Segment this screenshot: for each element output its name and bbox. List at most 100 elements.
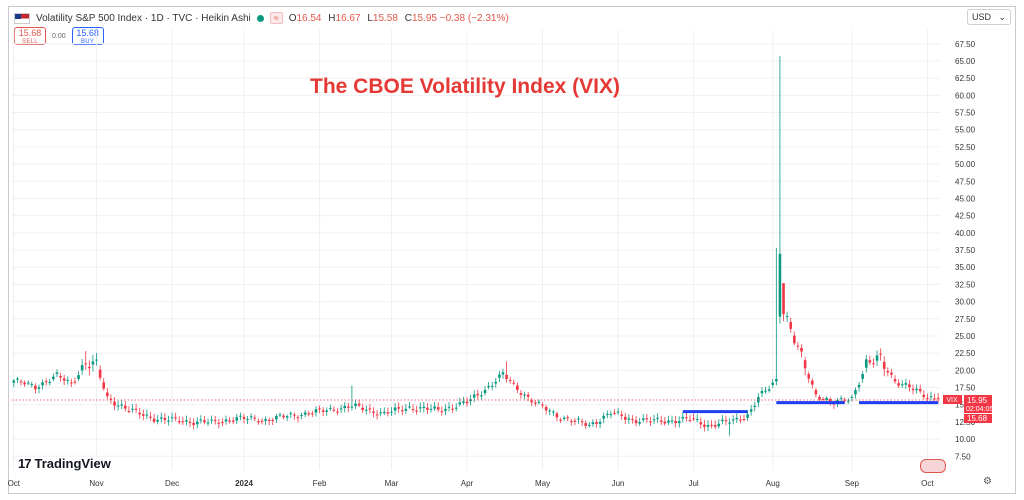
candle-body <box>264 418 267 421</box>
x-tick-label: May <box>535 479 550 488</box>
y-tick-label: 52.50 <box>955 143 976 152</box>
candle-body <box>16 378 19 380</box>
candle-body <box>534 402 537 404</box>
candle-body <box>167 420 170 422</box>
x-tick-label: Sep <box>845 479 860 488</box>
candle-body <box>66 379 70 381</box>
candle-body <box>839 397 843 399</box>
y-tick-label: 62.50 <box>955 74 976 83</box>
candle-body <box>138 412 141 415</box>
candle-body <box>361 407 364 411</box>
candle-body <box>228 420 231 422</box>
price-tags: VIX 15.95 02:04:05 15.68 <box>943 395 993 423</box>
candle-body <box>382 411 386 414</box>
x-tick-label: Aug <box>766 479 780 488</box>
candle-body <box>213 419 217 421</box>
candle-body <box>170 417 174 419</box>
currency-select[interactable]: USD ⌄ <box>967 9 1011 25</box>
candle-body <box>904 383 908 385</box>
candle-body <box>814 390 818 395</box>
candle-body <box>84 363 88 365</box>
x-tick-label: Dec <box>165 479 179 488</box>
candle-body <box>552 411 555 413</box>
candle-body <box>19 381 23 383</box>
ohlc-values: O16.54 H16.67 L15.58 C15.95 −0.38 (−2.31… <box>289 13 513 24</box>
candle-body <box>735 417 739 420</box>
y-tick-label: 50.00 <box>955 160 976 169</box>
candle-body <box>886 370 890 373</box>
candle-body <box>854 389 857 395</box>
tradingview-logo[interactable]: 17 TradingView <box>18 456 111 471</box>
candle-body <box>62 378 66 381</box>
x-tick-label: Apr <box>461 479 474 488</box>
candle-body <box>523 394 526 396</box>
candle-body <box>293 414 296 416</box>
symbol-tag <box>943 395 962 404</box>
candle-body <box>364 409 368 411</box>
candle-body <box>778 253 782 317</box>
y-tick-label: 27.50 <box>955 315 976 324</box>
y-tick-label: 60.00 <box>955 91 976 100</box>
candle-body <box>217 422 221 424</box>
candle-body <box>803 360 807 369</box>
candle-body <box>379 412 382 414</box>
candle-body <box>731 419 735 421</box>
ohlc-high-value: 16.67 <box>335 12 361 24</box>
eye-icon[interactable]: ≈ <box>269 12 283 24</box>
candle-body <box>796 345 800 347</box>
timezone-flag-icon[interactable] <box>920 459 946 473</box>
candle-body <box>519 392 523 395</box>
candle-body <box>278 414 282 416</box>
candle-body <box>347 406 350 408</box>
candle-body <box>339 408 343 410</box>
candle-body <box>429 408 433 410</box>
candle-body <box>717 423 721 427</box>
candle-body <box>775 379 778 382</box>
candle-body <box>516 385 519 390</box>
candle-body <box>134 408 138 410</box>
y-tick-label: 22.50 <box>955 349 976 358</box>
candle-body <box>861 374 864 379</box>
candle-body <box>501 372 505 375</box>
last-price-value: 15.95 <box>967 396 988 405</box>
candle-body <box>325 410 329 413</box>
candle-body <box>936 397 940 399</box>
tradingview-mark-icon: 17 <box>18 456 32 471</box>
x-tick-label: Oct <box>8 479 21 488</box>
x-tick-label: 2024 <box>235 479 253 488</box>
candle-body <box>713 425 717 427</box>
ohlc-close-key: C <box>404 12 412 24</box>
buy-price: 15.68 <box>76 28 99 38</box>
candle-body <box>199 419 203 421</box>
candle-body <box>591 422 595 424</box>
candle-body <box>562 417 566 419</box>
candle-body <box>436 407 440 410</box>
y-tick-label: 35.00 <box>955 263 976 272</box>
candle-body <box>555 413 559 418</box>
buy-button[interactable]: 15.68 BUY <box>71 27 104 45</box>
us-flag-icon <box>14 12 30 24</box>
candle-body <box>282 415 285 418</box>
candle-body <box>48 382 52 384</box>
candle-body <box>235 417 239 421</box>
candle-body <box>30 384 34 386</box>
sell-button[interactable]: 15.68 SELL <box>14 27 46 45</box>
candle-body <box>882 361 886 369</box>
gear-icon[interactable]: ⚙ <box>983 476 992 487</box>
y-tick-label: 7.50 <box>955 452 971 461</box>
candle-body <box>577 418 580 420</box>
y-tick-label: 30.00 <box>955 298 976 307</box>
candle-body <box>98 369 102 378</box>
symbol-title[interactable]: Volatility S&P 500 Index · 1D · TVC · He… <box>36 12 251 24</box>
candle-body <box>807 374 811 379</box>
x-tick-label: Nov <box>89 479 103 488</box>
candle-body <box>692 418 695 420</box>
candle-body <box>480 395 483 397</box>
candle-body <box>80 365 84 371</box>
candle-body <box>541 404 544 406</box>
candle-body <box>588 424 591 426</box>
candle-body <box>641 418 645 420</box>
candle-body <box>307 413 311 415</box>
low-price-tag <box>964 414 992 423</box>
